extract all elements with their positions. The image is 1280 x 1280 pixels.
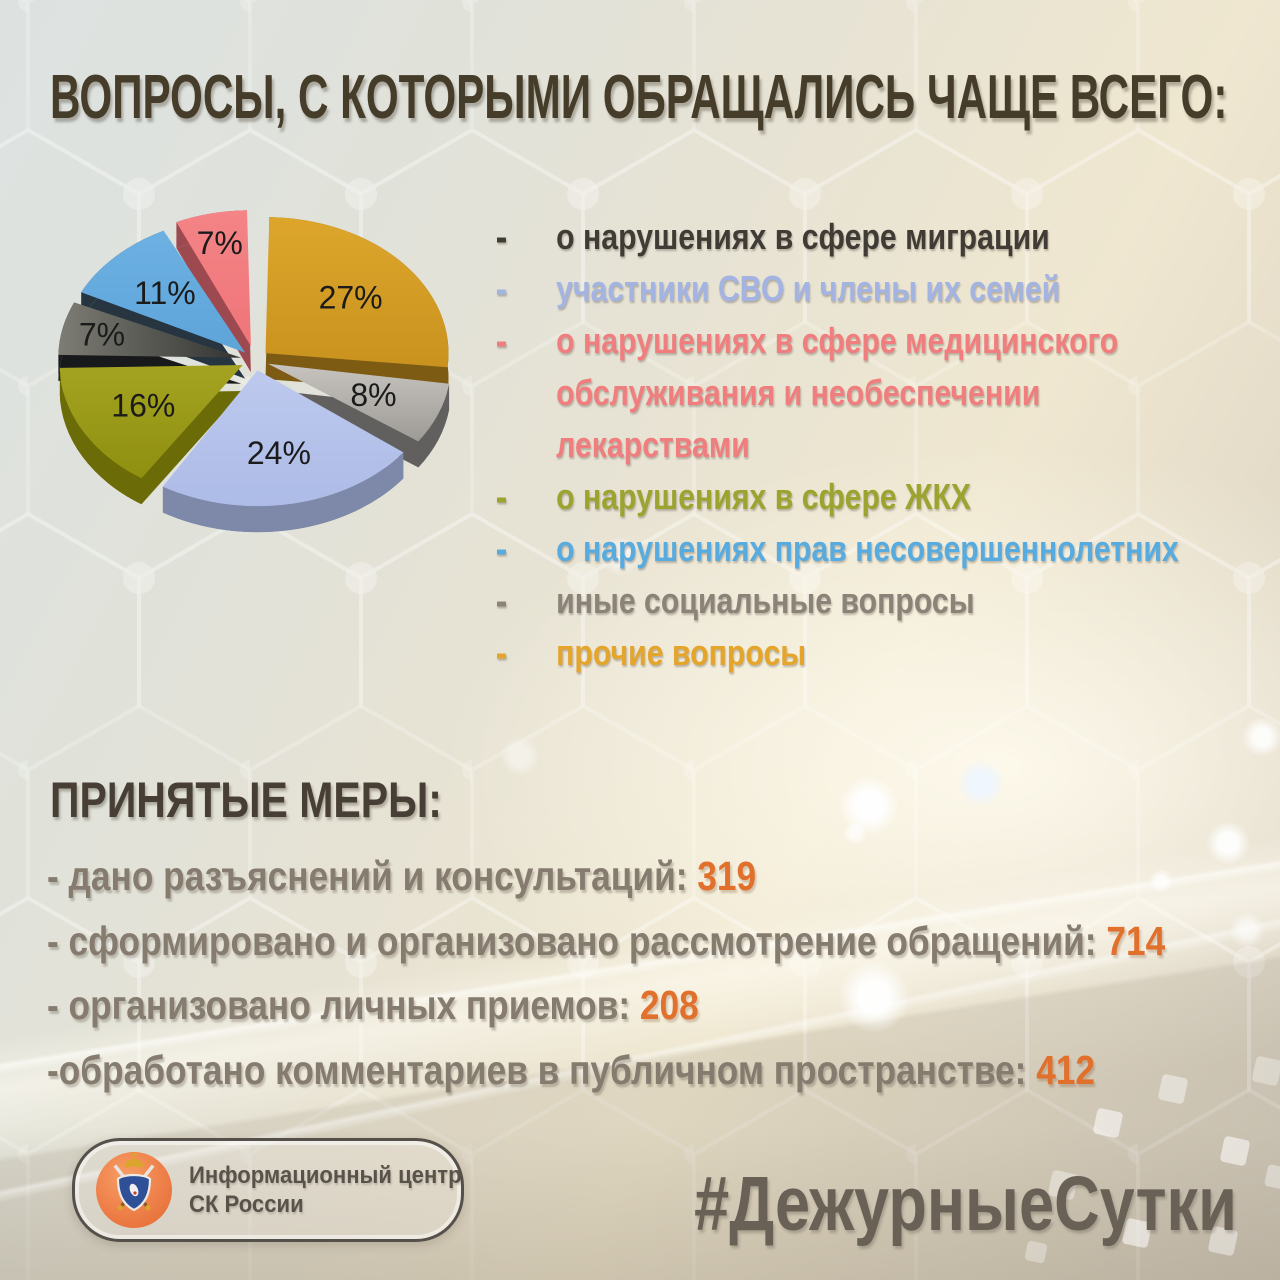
- legend-dash: -: [495, 317, 508, 364]
- legend-label: участники СВО и члены их семей: [556, 268, 1061, 309]
- measure-item-3: - организовано личных приемов: 208: [47, 973, 1165, 1038]
- legend-item-4: - о нарушениях в сфере ЖКХ: [494, 471, 1216, 523]
- legend-label: прочие вопросы: [556, 632, 807, 673]
- legend-item-5: - о нарушениях прав несовершеннолетних: [494, 523, 1216, 575]
- pie-slice-label: 11%: [134, 275, 196, 311]
- hashtag: #ДежурныеСутки: [694, 1161, 1237, 1247]
- measure-value: 208: [630, 982, 699, 1028]
- pie-slice-label: 8%: [350, 377, 396, 413]
- pie-chart: 27% 8% 24% 16% 7%11%7%: [58, 210, 450, 533]
- legend-item-2: - участники СВО и члены их семей: [494, 263, 1216, 315]
- legend-dash: -: [495, 629, 508, 676]
- legend-dash: -: [495, 473, 508, 520]
- pie-slice-label: 24%: [247, 435, 311, 471]
- legend-item-6: - иные социальные вопросы: [494, 575, 1216, 627]
- logo-badge: Информационный центр СК России: [72, 1138, 464, 1242]
- pie-slice-label: 16%: [111, 388, 175, 424]
- chart-legend: - о нарушениях в сфере миграции - участники…: [494, 211, 1216, 679]
- measure-item-4: -обработано комментариев в публичном про…: [47, 1038, 1165, 1103]
- measures-heading: ПРИНЯТЫЕ МЕРЫ:: [50, 772, 442, 828]
- sk-russia-emblem-icon: [96, 1152, 172, 1228]
- legend-label: о нарушениях прав несовершеннолетних: [556, 528, 1179, 569]
- pie-slice: [59, 365, 243, 505]
- legend-dash: -: [495, 213, 508, 260]
- measure-label: - дано разъяснений и консультаций:: [47, 853, 688, 899]
- legend-label: иные социальные вопросы: [556, 580, 975, 621]
- pie-slice: [265, 217, 449, 394]
- legend-dash: -: [495, 265, 508, 312]
- measure-label: -обработано комментариев в публичном про…: [47, 1046, 1027, 1093]
- measure-label: - сформировано и организовано рассмотрен…: [47, 917, 1097, 964]
- legend-item-3: - о нарушениях в сфере медицинского обслу…: [494, 315, 1216, 471]
- pie-slice: [162, 370, 404, 533]
- measure-label: - организовано личных приемов:: [47, 982, 631, 1028]
- logo-text: Информационный центр СК России: [189, 1161, 462, 1219]
- pie-slice-label: 7%: [79, 317, 125, 353]
- measure-value: 319: [687, 853, 757, 899]
- legend-label: о нарушениях в сфере ЖКХ: [556, 476, 972, 517]
- measure-value: 714: [1096, 917, 1166, 964]
- legend-dash: -: [495, 525, 508, 572]
- legend-item-1: - о нарушениях в сфере миграции: [494, 211, 1216, 263]
- page-title: ВОПРОСЫ, С КОТОРЫМИ ОБРАЩАЛИСЬ ЧАЩЕ ВСЕГ…: [50, 63, 1228, 132]
- logo-line2: СК России: [189, 1191, 304, 1218]
- legend-item-7: - прочие вопросы: [494, 627, 1216, 679]
- pie-slice-label: 7%: [197, 225, 243, 261]
- measure-item-1: - дано разъяснений и консультаций: 319: [47, 844, 1165, 909]
- eagle-icon: [122, 1157, 146, 1168]
- logo-line1: Информационный центр: [189, 1162, 462, 1189]
- legend-label: о нарушениях в сфере миграции: [556, 216, 1050, 257]
- measure-value: 412: [1026, 1046, 1096, 1093]
- measures-list: - дано разъяснений и консультаций: 319- …: [47, 844, 1165, 1102]
- legend-label: о нарушениях в сфере медицинского обслуж…: [556, 320, 1119, 465]
- pie-slice-label: 27%: [319, 279, 383, 315]
- legend-dash: -: [495, 577, 508, 624]
- measure-item-2: - сформировано и организовано рассмотрен…: [47, 909, 1165, 974]
